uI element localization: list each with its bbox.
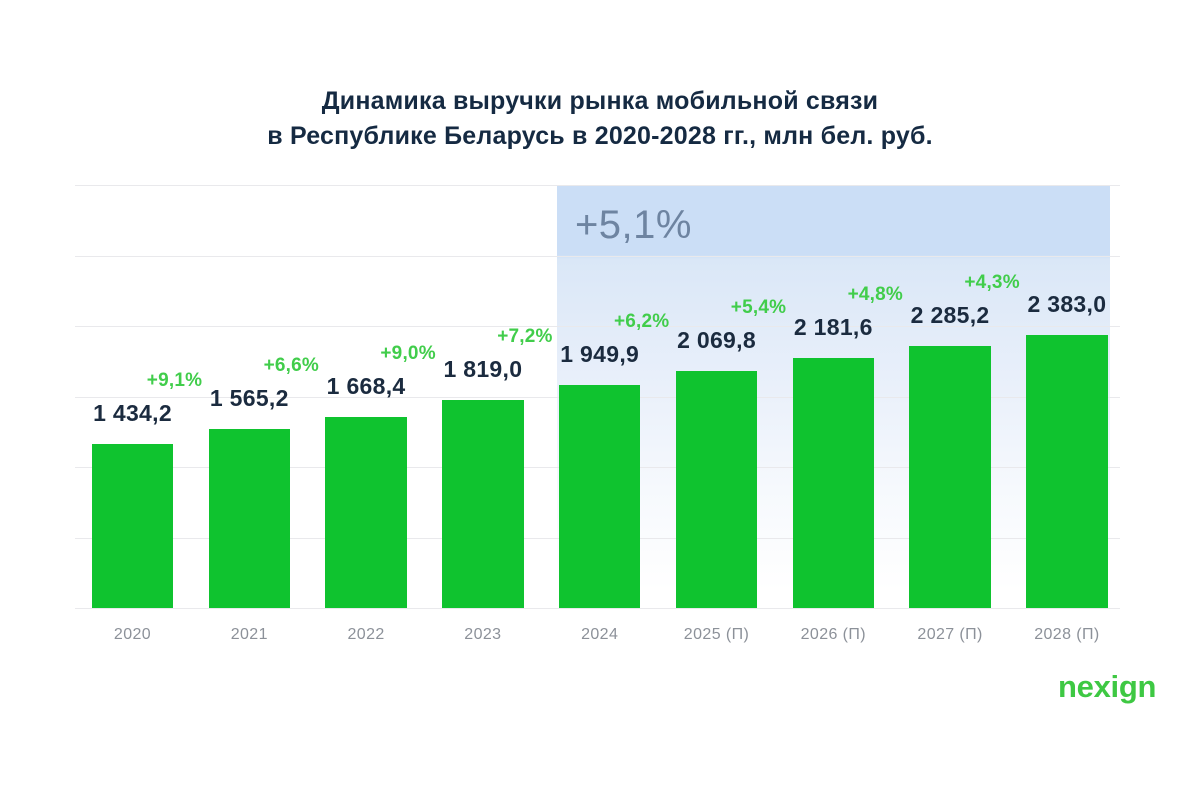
value-label-2027 (П): 2 285,2 [910, 302, 990, 329]
value-label-2023: 1 819,0 [443, 355, 523, 382]
gridline [75, 326, 1120, 327]
growth-label-2023: +7,2% [497, 325, 553, 347]
value-label-2024: 1 949,9 [560, 340, 640, 367]
bar-2026 (П) [792, 358, 875, 608]
chart-title-line-2: в Республике Беларусь в 2020-2028 гг., м… [267, 122, 933, 150]
x-axis-label-2025 (П): 2025 (П) [683, 626, 750, 643]
forecast-cagr-label: +5,1% [574, 203, 692, 247]
growth-label-2022: +9,0% [380, 342, 436, 364]
chart-title: Динамика выручки рынка мобильной связи в… [0, 84, 1200, 154]
value-label-2020: 1 434,2 [93, 399, 172, 426]
bar-2025 (П) [675, 370, 758, 608]
gridline [75, 185, 1120, 186]
bar-2027 (П) [909, 346, 991, 608]
value-label-2025 (П): 2 069,8 [677, 326, 756, 353]
x-axis-label-2021: 2021 [230, 626, 268, 643]
growth-label-2024: +6,2% [613, 310, 670, 332]
gridline [75, 255, 1120, 257]
x-axis-label-2026 (П): 2026 (П) [800, 626, 866, 643]
growth-label-2020: +9,1% [146, 369, 203, 391]
x-axis-label-2024: 2024 [581, 626, 619, 643]
bar-2020 [91, 443, 174, 608]
nexign-logo: nexign [1058, 669, 1157, 704]
growth-label-2027 (П): +4,3% [964, 272, 1020, 294]
x-axis-label-2022: 2022 [347, 626, 385, 643]
bar-2022 [325, 416, 407, 608]
value-label-2021: 1 565,2 [209, 384, 289, 411]
x-axis-label-2028 (П): 2028 (П) [1034, 626, 1100, 643]
growth-label-2026 (П): +4,8% [847, 284, 903, 306]
bar-2024 [558, 384, 641, 608]
x-axis-label-2023: 2023 [464, 626, 502, 643]
value-label-2026 (П): 2 181,6 [793, 314, 873, 341]
growth-label-2025 (П): +5,4% [730, 296, 787, 318]
bar-2021 [208, 428, 291, 608]
bar-2028 (П) [1026, 335, 1108, 608]
x-axis-label-2020: 2020 [113, 626, 152, 643]
gridline [75, 608, 1120, 609]
value-label-2022: 1 668,4 [326, 372, 406, 399]
chart-title-line-1: Динамика выручки рынка мобильной связи [321, 87, 879, 115]
bar-2023 [442, 399, 524, 608]
value-label-2028 (П): 2 383,0 [1027, 291, 1107, 317]
growth-label-2021: +6,6% [263, 354, 319, 376]
x-axis-label-2027 (П): 2027 (П) [917, 626, 983, 643]
